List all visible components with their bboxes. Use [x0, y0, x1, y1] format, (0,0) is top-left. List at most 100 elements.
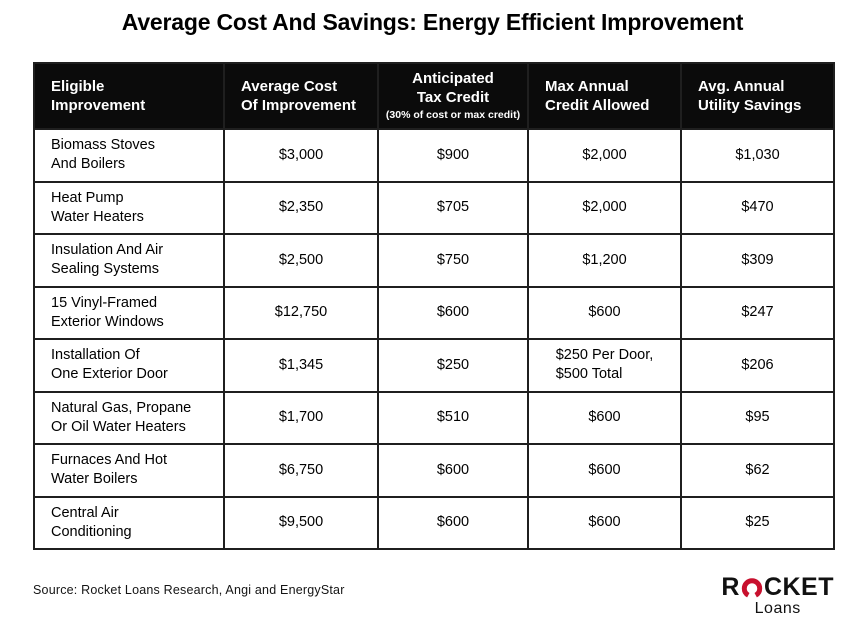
column-header-max-annual-credit: Max Annual Credit Allowed [527, 62, 682, 130]
avg-cost-cell: $6,750 [223, 443, 379, 498]
utility-savings-cell: $1,030 [680, 128, 835, 183]
cell-value: $1,345 [278, 356, 324, 373]
utility-savings-cell: $470 [680, 180, 835, 235]
cell-value: $206 [741, 356, 774, 373]
logo-wordmark: R CKET [721, 575, 834, 600]
cell-value: $62 [745, 461, 770, 478]
avg-cost-cell: $2,350 [223, 180, 379, 235]
max-credit-cell: $600 [527, 443, 682, 498]
table-row: Installation Of One Exterior Door $1,345 $… [33, 338, 835, 393]
tax-credit-cell: $250 [377, 338, 529, 393]
cell-value: $95 [745, 409, 770, 426]
improvement-cell: 15 Vinyl-Framed Exterior Windows [33, 285, 225, 340]
table-row: Insulation And Air Sealing Systems $2,500… [33, 233, 835, 288]
utility-savings-cell: $62 [680, 443, 835, 498]
table-header-row: Eligible Improvement Average Cost Of Impr… [33, 62, 835, 130]
cell-value: $600 [436, 461, 470, 478]
column-header-anticipated-tax-credit: Anticipated Tax Credit (30% of cost or ma… [377, 62, 529, 130]
cell-value: $247 [741, 304, 774, 321]
cell-value: $600 [436, 514, 470, 531]
table-header: Eligible Improvement Average Cost Of Impr… [33, 62, 835, 130]
improvement-cell: Installation Of One Exterior Door [33, 338, 225, 393]
cell-value: $12,750 [274, 304, 328, 321]
utility-savings-cell: $95 [680, 390, 835, 445]
avg-cost-cell: $1,345 [223, 338, 379, 393]
tax-credit-cell: $600 [377, 495, 529, 550]
cost-savings-table: Eligible Improvement Average Cost Of Impr… [33, 62, 835, 550]
cell-value: $600 [588, 514, 621, 531]
improvement-cell: Central Air Conditioning [33, 495, 225, 550]
max-credit-cell: $250 Per Door, $500 Total [527, 338, 682, 393]
cell-value: $2,500 [278, 251, 324, 268]
avg-cost-cell: $12,750 [223, 285, 379, 340]
tax-credit-cell: $705 [377, 180, 529, 235]
cell-value: $2,000 [582, 146, 627, 163]
column-header-subtext: (30% of cost or max credit) [385, 109, 521, 122]
cell-value: $470 [741, 199, 774, 216]
cell-value: $900 [436, 146, 470, 163]
table-body: Biomass Stoves And Boilers $3,000 $900 $2,0… [33, 128, 835, 550]
cell-value: $2,350 [278, 199, 324, 216]
cell-value: $250 [436, 356, 470, 373]
rocket-o-icon [741, 577, 763, 599]
column-header-label: Avg. Annual Utility Savings [698, 77, 802, 114]
tax-credit-cell: $900 [377, 128, 529, 183]
tax-credit-cell: $600 [377, 443, 529, 498]
utility-savings-cell: $25 [680, 495, 835, 550]
improvement-cell: Furnaces And Hot Water Boilers [33, 443, 225, 498]
table-row: Central Air Conditioning $9,500 $600 $600 $2… [33, 495, 835, 550]
utility-savings-cell: $247 [680, 285, 835, 340]
max-credit-cell: $1,200 [527, 233, 682, 288]
cell-value: $600 [588, 304, 621, 321]
source-note: Source: Rocket Loans Research, Angi and … [33, 583, 345, 597]
column-header-label: Eligible Improvement [51, 77, 146, 114]
logo-subtext: Loans [754, 600, 801, 617]
cell-value: $1,030 [735, 146, 780, 163]
cell-value: $600 [588, 461, 621, 478]
utility-savings-cell: $206 [680, 338, 835, 393]
column-header-average-cost: Average Cost Of Improvement [223, 62, 379, 130]
cell-value: $2,000 [582, 199, 627, 216]
table-row: Natural Gas, Propane Or Oil Water Heater… [33, 390, 835, 445]
max-credit-cell: $2,000 [527, 128, 682, 183]
utility-savings-cell: $309 [680, 233, 835, 288]
cell-value: $750 [436, 251, 470, 268]
improvement-cell: Biomass Stoves And Boilers [33, 128, 225, 183]
cell-value: $309 [741, 251, 774, 268]
cell-value: $9,500 [278, 514, 324, 531]
rocket-loans-logo: R CKET Loans [721, 575, 834, 618]
table-row: 15 Vinyl-Framed Exterior Windows $12,750 $… [33, 285, 835, 340]
logo-text-suffix: CKET [763, 573, 834, 601]
improvement-cell: Heat Pump Water Heaters [33, 180, 225, 235]
tax-credit-cell: $510 [377, 390, 529, 445]
column-header-label: Anticipated Tax Credit [412, 70, 494, 107]
tax-credit-cell: $750 [377, 233, 529, 288]
tax-credit-cell: $600 [377, 285, 529, 340]
column-header-label: Max Annual Credit Allowed [545, 77, 650, 114]
cell-value: $1,200 [582, 251, 627, 268]
max-credit-cell: $600 [527, 390, 682, 445]
avg-cost-cell: $1,700 [223, 390, 379, 445]
cell-value: $600 [588, 409, 621, 426]
cell-value: $1,700 [278, 409, 324, 426]
cell-value: $25 [745, 514, 770, 531]
column-header-eligible-improvement: Eligible Improvement [33, 62, 225, 130]
table-row: Heat Pump Water Heaters $2,350 $705 $2,000 $… [33, 180, 835, 235]
improvement-cell: Insulation And Air Sealing Systems [33, 233, 225, 288]
table-row: Biomass Stoves And Boilers $3,000 $900 $2,0… [33, 128, 835, 183]
improvement-cell: Natural Gas, Propane Or Oil Water Heater… [33, 390, 225, 445]
column-header-avg-annual-utility-savings: Avg. Annual Utility Savings [680, 62, 835, 130]
column-header-label: Average Cost Of Improvement [241, 77, 357, 114]
max-credit-cell: $600 [527, 285, 682, 340]
logo-text-prefix: R [721, 573, 740, 601]
cell-value: $600 [436, 304, 470, 321]
table-row: Furnaces And Hot Water Boilers $6,750 $600… [33, 443, 835, 498]
cell-value: $510 [436, 409, 470, 426]
avg-cost-cell: $2,500 [223, 233, 379, 288]
cell-value: $250 Per Door, $500 Total [555, 347, 654, 383]
max-credit-cell: $600 [527, 495, 682, 550]
cell-value: $705 [436, 199, 470, 216]
cell-value: $3,000 [278, 146, 324, 163]
max-credit-cell: $2,000 [527, 180, 682, 235]
